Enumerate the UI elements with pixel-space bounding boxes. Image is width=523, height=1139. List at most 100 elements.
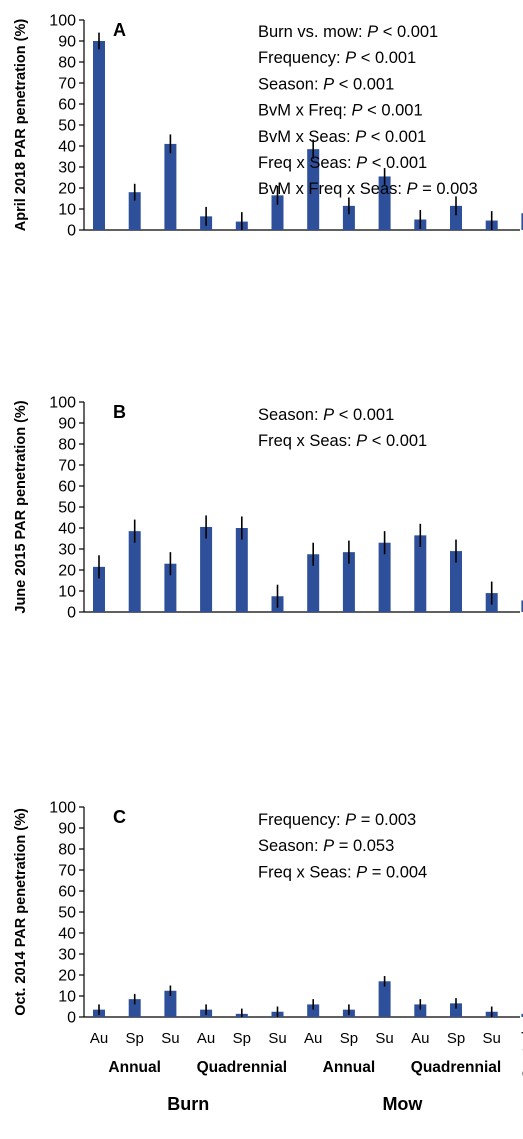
bar [414,1004,427,1017]
bar [200,526,213,612]
y-tick-label: 70 [58,458,76,475]
panel-a: 0 10 20 30 40 50 60 70 80 90 100 April 2018 PAR pen… [13,13,523,240]
x-category-label: Control [519,1031,523,1079]
x-group-label-frequency: Annual [108,1059,161,1076]
stat-p-symbol: P [352,102,363,120]
bar [164,143,177,230]
stat-p-value: = 0.003 [356,811,416,829]
y-tick-label: 20 [58,181,76,198]
x-group-label-frequency: Annual [323,1059,376,1076]
bar [128,999,141,1017]
panel-c: 0 10 20 30 40 50 60 70 80 90 100 Oct. 2014 PAR pene… [13,800,523,1027]
stat-p-symbol: P [356,863,367,881]
bar [450,1003,462,1017]
x-category-label: Sp [447,1030,465,1047]
stat-annotation: BvM x Freq x Seas: P = 0.003 [258,180,478,198]
bar [164,563,177,612]
stat-effect: BvM x Freq: [258,102,352,120]
bar [450,551,462,612]
y-tick-label: 20 [58,968,76,985]
stat-p-value: = 0.004 [367,863,427,881]
x-category-label: Au [304,1030,322,1047]
y-tick-label: 50 [58,500,76,517]
stat-p-symbol: P [345,49,356,67]
stat-p-value: < 0.001 [367,432,427,450]
y-tick-label: 40 [58,926,76,943]
bar [307,1004,320,1017]
panel-label: A [113,20,126,40]
y-tick-label: 60 [58,479,76,496]
y-tick-label: 0 [67,605,76,622]
bar [378,176,391,230]
bar [342,552,355,612]
y-tick-label: 50 [58,905,76,922]
bar [93,41,105,230]
stat-p-symbol: P [355,128,366,146]
stat-effect: Burn vs. mow: [258,23,367,41]
y-tick-label: 0 [67,223,76,240]
y-tick-label: 20 [58,563,76,580]
x-category-label: Sp [340,1030,358,1047]
stat-annotation: Season: P < 0.001 [258,75,394,93]
stat-p-value: < 0.001 [334,75,394,93]
x-category-label: Au [411,1030,429,1047]
x-group-label-treatment: Burn [167,1094,209,1114]
stat-p-value: < 0.001 [367,154,427,172]
stat-p-value: < 0.001 [356,49,416,67]
stat-p-symbol: P [356,432,367,450]
x-group-label-treatment: Mow [382,1094,423,1114]
stat-effect: BvM x Seas: [258,128,355,146]
stat-p-symbol: P [367,23,378,41]
stat-p-symbol: P [323,406,334,424]
bar [307,554,320,612]
y-tick-label: 50 [58,118,76,135]
y-tick-label: 80 [58,842,76,859]
stat-p-symbol: P [407,180,418,198]
bar [128,192,141,230]
x-group-label-frequency: Quadrennial [197,1059,287,1076]
x-category-label: Su [483,1030,501,1047]
x-category-label: Su [268,1030,286,1047]
x-category-label: Su [161,1030,179,1047]
stat-p-value: = 0.003 [418,180,478,198]
y-tick-label: 40 [58,139,76,156]
stat-p-value: < 0.001 [366,128,426,146]
y-tick-label: 30 [58,947,76,964]
stat-p-value: < 0.001 [378,23,438,41]
bar [378,542,391,612]
panel-label: B [113,402,126,422]
y-tick-label: 10 [58,202,76,219]
bar [128,531,141,612]
bar [307,149,320,230]
y-tick-label: 10 [58,989,76,1006]
y-axis-title: June 2015 PAR penetration (%) [13,400,29,613]
stat-p-value: < 0.001 [363,102,423,120]
stat-annotation: Frequency: P = 0.003 [258,811,416,829]
stat-annotation: Freq x Seas: P < 0.001 [258,432,427,450]
y-tick-label: 0 [67,1010,76,1027]
bar [164,990,177,1017]
y-tick-label: 90 [58,416,76,433]
stat-annotation: Freq x Seas: P = 0.004 [258,863,427,881]
stat-p-value: < 0.001 [334,406,394,424]
stat-annotation: BvM x Seas: P < 0.001 [258,128,426,146]
stat-effect: BvM x Freq x Seas: [258,180,407,198]
stat-effect: Freq x Seas: [258,432,356,450]
y-tick-label: 100 [49,800,76,817]
y-axis-title: April 2018 PAR penetration (%) [13,19,29,232]
stat-annotation: Freq x Seas: P < 0.001 [258,154,427,172]
x-category-label: Au [197,1030,215,1047]
stat-annotation: Frequency: P < 0.001 [258,49,416,67]
stat-p-symbol: P [323,75,334,93]
y-tick-label: 80 [58,55,76,72]
bar [235,528,248,612]
bar [521,213,523,230]
y-tick-label: 70 [58,76,76,93]
x-group-label-frequency: Quadrennial [411,1059,501,1076]
stat-effect: Season: [258,75,323,93]
y-tick-label: 90 [58,34,76,51]
stat-effect: Season: [258,837,323,855]
stat-effect: Frequency: [258,811,345,829]
stat-p-value: = 0.053 [334,837,394,855]
